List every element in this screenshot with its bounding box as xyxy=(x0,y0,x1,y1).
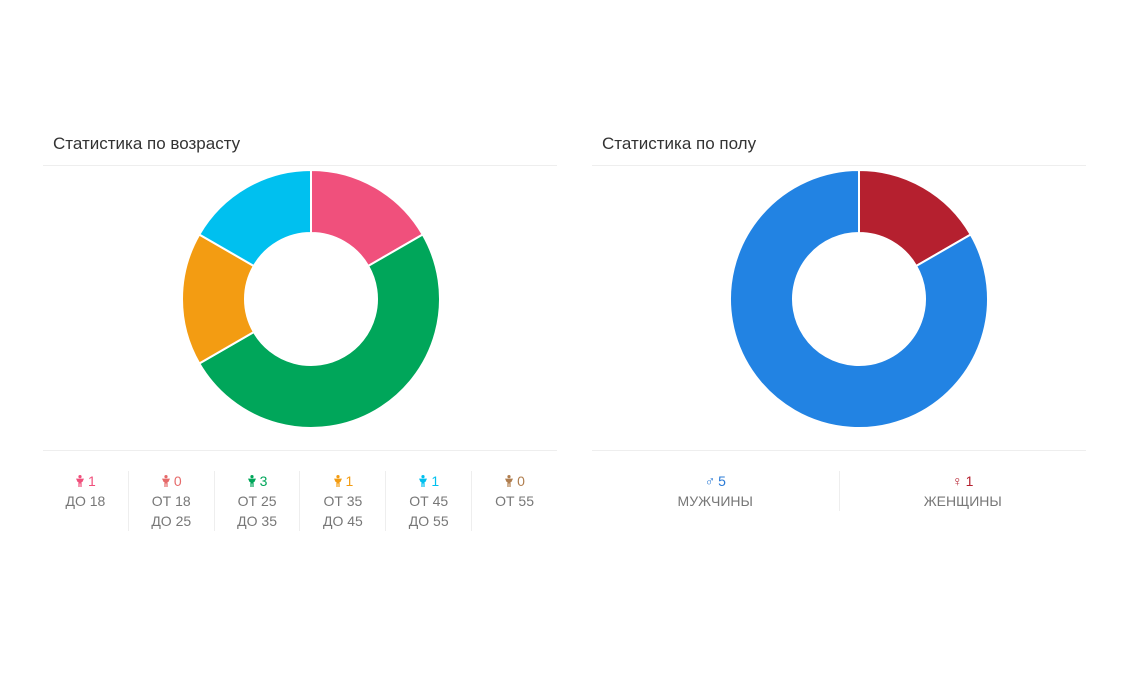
age-legend-label: ОТ 55 xyxy=(472,491,557,511)
person-icon xyxy=(247,475,256,487)
age-legend-count: 0 xyxy=(129,471,214,491)
age-legend-label: ОТ 35 ДО 45 xyxy=(300,491,385,531)
age-count-value: 3 xyxy=(259,473,268,489)
person-icon xyxy=(76,475,85,487)
gender-count-value: 5 xyxy=(718,473,726,489)
age-legend-item: 0 ОТ 18 ДО 25 xyxy=(129,471,215,531)
age-legend-label: ДО 18 xyxy=(43,491,128,511)
gender-slice-2[interactable] xyxy=(729,168,989,429)
gender-legend-count: ♂ 5 xyxy=(592,471,839,491)
age-count-value: 0 xyxy=(517,473,525,489)
gender-legend-item: ♀ 1 ЖЕНЩИНЫ xyxy=(840,471,1087,511)
male-symbol-icon: ♂ xyxy=(704,473,716,489)
age-label-line2: ДО 25 xyxy=(151,513,192,529)
age-label-line2: ДО 55 xyxy=(408,513,449,529)
female-symbol-icon: ♀ xyxy=(952,473,963,489)
age-legend-count: 1 xyxy=(43,471,128,491)
age-label-line1: ОТ 55 xyxy=(495,493,534,509)
age-label-line1: ОТ 18 xyxy=(151,493,191,509)
gender-legend-label: МУЖЧИНЫ xyxy=(677,493,753,509)
gender-panel-title: Статистика по полу xyxy=(592,123,1086,166)
age-legend-label: ОТ 25 ДО 35 xyxy=(215,491,300,531)
age-legend-label: ОТ 45 ДО 55 xyxy=(386,491,471,531)
age-legend-count: 1 xyxy=(386,471,471,491)
age-count-value: 1 xyxy=(431,473,440,489)
age-count-value: 0 xyxy=(173,473,182,489)
gender-donut-svg xyxy=(729,168,989,429)
age-donut-chart xyxy=(43,166,557,451)
age-legend-item: 1 ОТ 35 ДО 45 xyxy=(300,471,387,531)
gender-statistics-panel: Статистика по полу ♂ 5 МУЖЧИНЫ ♀ 1 ЖЕНЩИНЫ xyxy=(592,123,1086,511)
age-legend-item: 0 ОТ 55 xyxy=(472,471,557,531)
gender-count-value: 1 xyxy=(965,473,974,489)
age-slice-5[interactable] xyxy=(197,168,312,268)
gender-legend-count: ♀ 1 xyxy=(840,471,1087,491)
age-statistics-panel: Статистика по возрасту 1 ДО 18 0 ОТ 18 ДО 25… xyxy=(43,123,557,531)
person-icon xyxy=(419,475,428,487)
age-legend: 1 ДО 18 0 ОТ 18 ДО 25 3 ОТ 25 ДО 35 1 ОТ 35 ДО 45 1… xyxy=(43,471,557,531)
gender-donut-chart xyxy=(592,166,1086,451)
age-legend-item: 1 ДО 18 xyxy=(43,471,129,531)
age-label-line2: ДО 35 xyxy=(237,513,277,529)
age-legend-item: 3 ОТ 25 ДО 35 xyxy=(215,471,301,531)
age-label-line1: ОТ 45 xyxy=(409,493,449,509)
age-slice-3[interactable] xyxy=(197,233,441,429)
age-label-line1: ДО 18 xyxy=(65,493,106,509)
age-count-value: 1 xyxy=(345,473,354,489)
age-label-line1: ОТ 35 xyxy=(323,493,363,509)
person-icon xyxy=(161,475,170,487)
gender-legend-label: ЖЕНЩИНЫ xyxy=(923,493,1002,509)
person-icon xyxy=(333,475,342,487)
age-label-line2: ДО 45 xyxy=(322,513,363,529)
age-count-value: 1 xyxy=(88,473,96,489)
age-legend-count: 3 xyxy=(215,471,300,491)
age-legend-count: 1 xyxy=(300,471,385,491)
person-icon xyxy=(505,475,514,487)
age-panel-title: Статистика по возрасту xyxy=(43,123,557,166)
gender-legend: ♂ 5 МУЖЧИНЫ ♀ 1 ЖЕНЩИНЫ xyxy=(592,471,1086,511)
age-label-line1: ОТ 25 xyxy=(237,493,277,509)
age-legend-item: 1 ОТ 45 ДО 55 xyxy=(386,471,473,531)
age-legend-label: ОТ 18 ДО 25 xyxy=(129,491,214,531)
age-donut-svg xyxy=(181,168,441,429)
gender-legend-item: ♂ 5 МУЖЧИНЫ xyxy=(592,471,840,511)
age-legend-count: 0 xyxy=(472,471,557,491)
